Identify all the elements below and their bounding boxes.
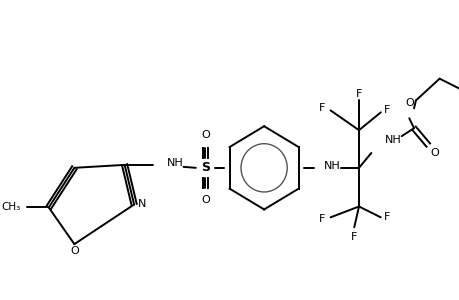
Text: F: F xyxy=(383,212,390,222)
Text: O: O xyxy=(430,148,438,158)
Text: NH: NH xyxy=(384,135,401,145)
Text: F: F xyxy=(318,103,325,113)
Text: NH: NH xyxy=(166,158,183,168)
Text: S: S xyxy=(201,161,209,174)
Text: F: F xyxy=(383,105,390,116)
Text: NH: NH xyxy=(323,161,340,171)
Text: F: F xyxy=(355,88,361,98)
Text: O: O xyxy=(201,194,209,205)
Text: F: F xyxy=(350,232,357,242)
Text: O: O xyxy=(201,130,209,140)
Text: CH₃: CH₃ xyxy=(1,202,20,212)
Text: F: F xyxy=(318,214,325,224)
Text: O: O xyxy=(404,98,413,108)
Text: O: O xyxy=(70,246,78,256)
Text: N: N xyxy=(138,200,146,209)
